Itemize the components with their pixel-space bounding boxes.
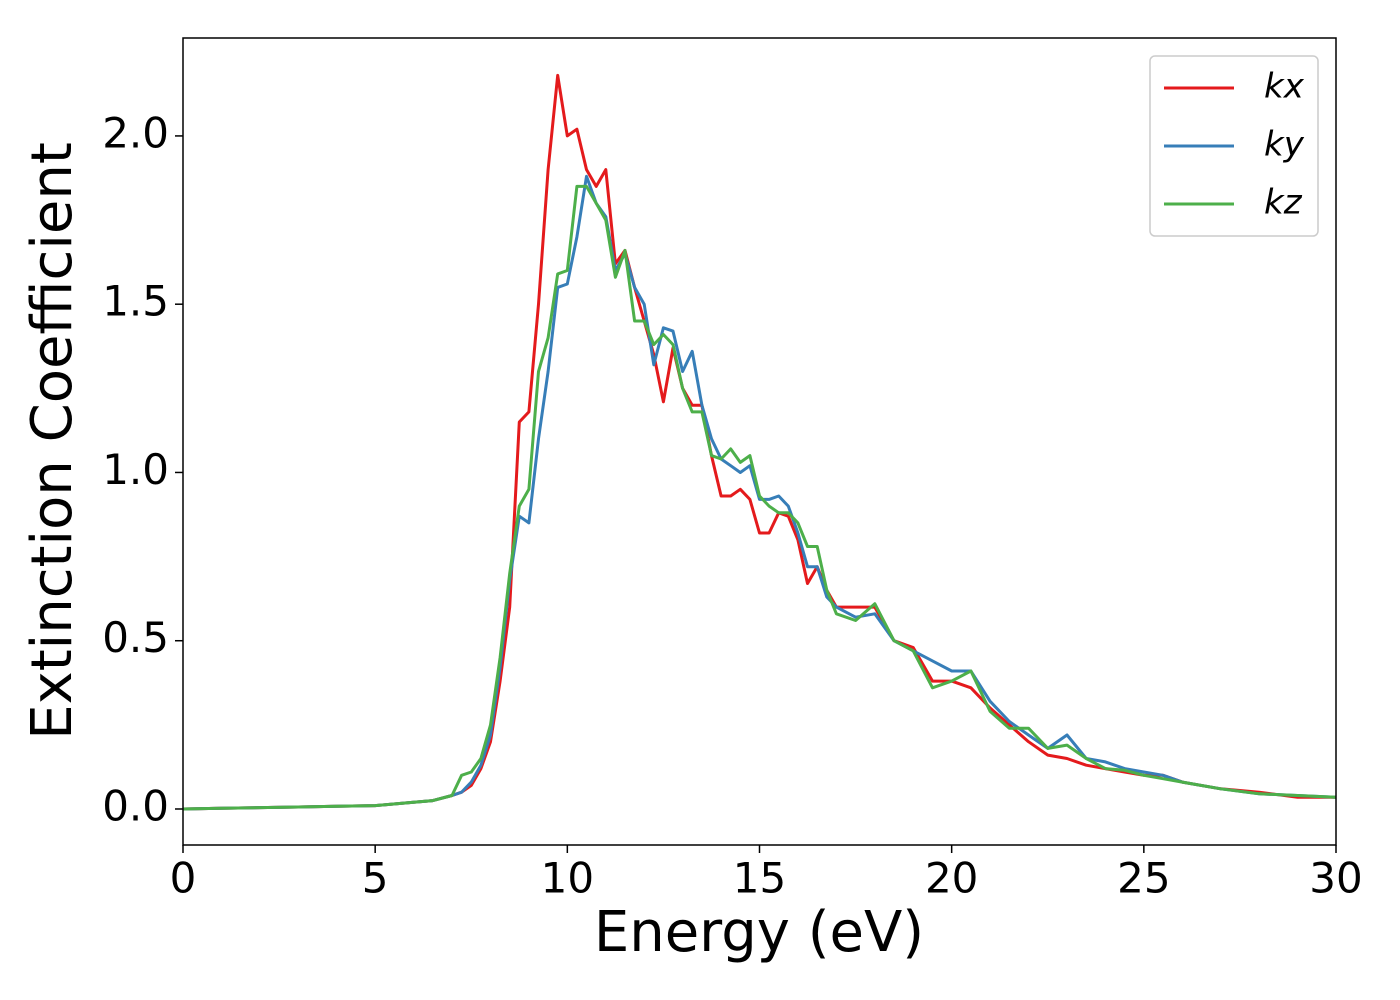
- line-series: [182, 174, 1337, 811]
- y-tick-label: 1.5: [102, 277, 169, 326]
- x-tick-label: 20: [925, 854, 978, 903]
- x-tick-label: 5: [362, 854, 389, 903]
- y-tick-label: 2.0: [102, 108, 169, 157]
- x-axis-label: Energy (eV): [594, 900, 924, 965]
- plot-frame: [182, 37, 1337, 846]
- x-tick-label: 30: [1309, 854, 1362, 903]
- x-tick-label: 25: [1117, 854, 1170, 903]
- legend-label: ky: [1264, 125, 1305, 165]
- x-tick-label: 15: [733, 854, 786, 903]
- legend-label: kz: [1264, 183, 1303, 223]
- legend-label: kx: [1264, 67, 1305, 107]
- y-tick-label: 0.0: [102, 781, 169, 830]
- y-tick-label: 1.0: [102, 445, 169, 494]
- y-tick-label: 0.5: [102, 613, 169, 662]
- x-tick-label: 0: [170, 854, 197, 903]
- x-tick-label: 10: [541, 854, 594, 903]
- line-series: [182, 184, 1337, 811]
- y-axis-label: Extinction Coefficient: [20, 142, 85, 740]
